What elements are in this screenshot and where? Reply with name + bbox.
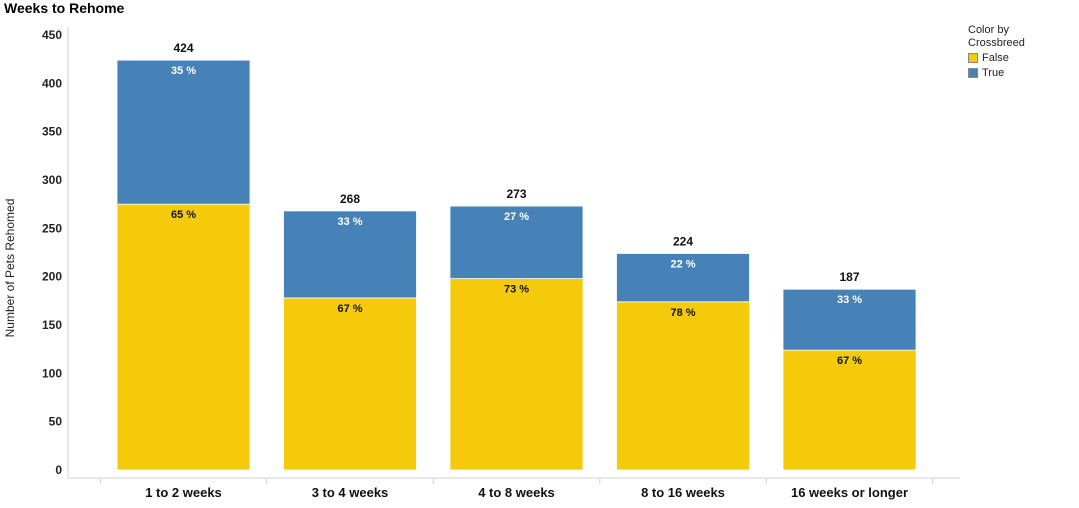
segment-percent-label: 78 %: [670, 307, 695, 319]
y-tick-label: 150: [42, 318, 62, 332]
y-axis: 0 50 100 150 200 250 300 350 400 450: [42, 27, 69, 478]
y-tick-label: 400: [42, 76, 62, 90]
bar-segment-false[interactable]: [283, 297, 417, 471]
segment-percent-label: 73 %: [504, 284, 529, 296]
segment-percent-label: 27 %: [504, 211, 529, 223]
legend-title: Color by Crossbreed: [968, 24, 1025, 49]
bar-segment-true[interactable]: [616, 253, 750, 303]
segment-percent-label: 67 %: [837, 355, 862, 367]
bar-segment-false[interactable]: [616, 301, 750, 471]
segment-percent-label: 33 %: [337, 216, 362, 228]
legend-swatch: [968, 53, 978, 63]
bar-group: 65 % 35 % 424 67 % 33 % 268 73 % 27 % 273 78 % 22 …: [116, 41, 917, 471]
x-category-label: 3 to 4 weeks: [312, 485, 389, 500]
x-category-label: 4 to 8 weeks: [478, 485, 555, 500]
bar-segment-true[interactable]: [116, 59, 251, 205]
bar-segment-false[interactable]: [116, 203, 251, 471]
bar-total-label: 273: [506, 187, 526, 201]
bar-total-label: 224: [673, 234, 693, 248]
legend: Color by Crossbreed False True: [968, 24, 1025, 80]
y-tick-label: 250: [42, 221, 62, 235]
x-category-label: 16 weeks or longer: [791, 485, 908, 500]
bar-total-label: 187: [839, 270, 859, 284]
legend-item-false[interactable]: False: [968, 51, 1025, 65]
bar-segment-false[interactable]: [449, 278, 584, 471]
y-tick-label: 350: [42, 125, 62, 139]
legend-item-true[interactable]: True: [968, 66, 1025, 80]
y-axis-title: Number of Pets Rehomed: [3, 199, 17, 338]
segment-percent-label: 35 %: [171, 65, 196, 77]
x-category-label: 8 to 16 weeks: [641, 485, 725, 500]
y-tick-label: 50: [49, 415, 63, 429]
segment-percent-label: 33 %: [837, 294, 862, 306]
y-tick-label: 300: [42, 173, 62, 187]
segment-percent-label: 67 %: [337, 303, 362, 315]
legend-swatch: [968, 68, 978, 78]
legend-label: True: [982, 67, 1005, 79]
x-category-label: 1 to 2 weeks: [145, 485, 222, 500]
bar-segment-true[interactable]: [283, 210, 417, 299]
bar-segment-true[interactable]: [782, 288, 917, 351]
bar-segment-true[interactable]: [449, 205, 584, 280]
segment-percent-label: 22 %: [670, 258, 695, 270]
x-axis: 1 to 2 weeks 3 to 4 weeks 4 to 8 weeks 8 to…: [99, 478, 934, 500]
y-tick-label: 0: [55, 463, 62, 477]
bar-segment-false[interactable]: [782, 349, 917, 471]
chart-title: Weeks to Rehome: [4, 0, 125, 16]
bar-total-label: 424: [173, 41, 193, 55]
legend-label: False: [982, 52, 1009, 64]
y-tick-label: 200: [42, 270, 62, 284]
y-tick-label: 100: [42, 366, 62, 380]
bar-total-label: 268: [340, 192, 360, 206]
segment-percent-label: 65 %: [171, 209, 196, 221]
y-tick-label: 450: [42, 28, 62, 42]
